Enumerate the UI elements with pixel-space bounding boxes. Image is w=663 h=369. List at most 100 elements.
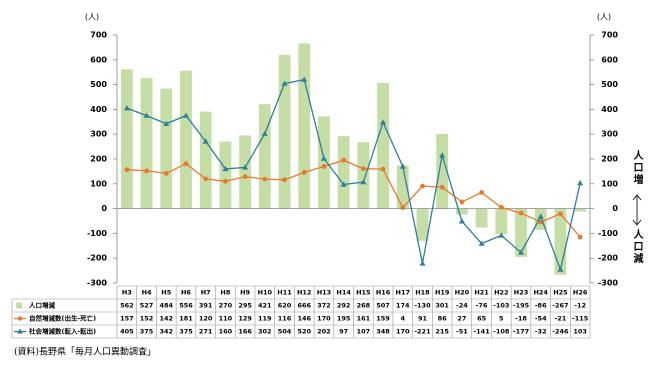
marker — [558, 211, 563, 217]
bar — [495, 208, 508, 235]
y2-tick-label: 100 — [601, 179, 618, 188]
y-tick-label: 700 — [90, 31, 107, 40]
y-tick-label: -300 — [87, 279, 107, 288]
marker — [144, 168, 149, 174]
bar — [396, 165, 409, 209]
table-value: 215 — [435, 328, 449, 336]
table-value: -108 — [493, 328, 510, 336]
marker — [123, 105, 130, 111]
x-tick-label: H19 — [435, 289, 450, 297]
table-value: 375 — [140, 328, 154, 336]
x-tick-label: H21 — [474, 289, 489, 297]
marker — [419, 260, 426, 266]
marker — [518, 210, 524, 216]
table-value: -86 — [535, 302, 547, 310]
marker — [459, 199, 465, 205]
bar — [416, 208, 429, 241]
bar — [574, 208, 587, 212]
table-value: 372 — [317, 302, 331, 310]
x-tick-label: H26 — [573, 289, 588, 297]
table-value: 86 — [438, 315, 448, 323]
marker — [261, 130, 268, 136]
table-value: -267 — [552, 302, 568, 310]
marker — [262, 176, 268, 182]
marker — [242, 164, 249, 170]
bar — [534, 208, 547, 230]
table-value: 342 — [159, 328, 173, 336]
x-tick-label: H18 — [415, 289, 430, 297]
table-value: 161 — [357, 315, 371, 323]
arrow — [632, 194, 642, 226]
table-value: 152 — [140, 315, 154, 323]
table-value: 4 — [401, 315, 406, 323]
y2-tick-label: 700 — [601, 31, 618, 40]
marker — [518, 249, 525, 255]
table-value: -195 — [513, 302, 530, 310]
bar — [258, 104, 271, 209]
x-tick-label: H15 — [356, 289, 371, 297]
marker — [537, 213, 544, 219]
y-tick-label: 600 — [90, 55, 107, 64]
table-value: 405 — [120, 328, 134, 336]
x-tick-label: H16 — [376, 289, 391, 297]
bar — [436, 133, 449, 209]
table-value: 666 — [297, 302, 311, 310]
table-value: 302 — [258, 328, 272, 336]
y-tick-label: 300 — [90, 130, 107, 139]
y2-tick-label: 0 — [612, 204, 618, 213]
legend-marker — [17, 328, 23, 334]
marker — [301, 76, 308, 82]
x-tick-label: H14 — [336, 289, 351, 297]
x-tick-label: H11 — [277, 289, 292, 297]
y-tick-label: 0 — [101, 204, 107, 213]
table-value: 160 — [219, 328, 233, 336]
marker — [400, 205, 406, 211]
table-value: 195 — [337, 315, 351, 323]
bar — [219, 141, 232, 209]
bar — [455, 208, 468, 215]
table-value: 120 — [199, 315, 213, 323]
table-value: 375 — [179, 328, 193, 336]
table-value: 292 — [337, 302, 351, 310]
marker — [420, 183, 425, 189]
bar — [475, 208, 488, 228]
bar — [554, 208, 567, 275]
marker — [360, 166, 366, 172]
table-value: -24 — [456, 302, 468, 310]
marker — [439, 152, 446, 158]
table-value: 65 — [477, 315, 487, 323]
y2-tick-label: 300 — [601, 130, 618, 139]
bar — [318, 116, 330, 209]
table-value: -103 — [493, 302, 509, 310]
marker — [182, 112, 189, 118]
y2-tick-label: 500 — [601, 80, 618, 89]
bar — [239, 135, 252, 209]
y2-tick-label: -200 — [598, 254, 618, 263]
marker — [143, 112, 150, 118]
table-value: 27 — [457, 315, 466, 323]
source: (資料)長野県「毎月人口異動調査」 — [14, 346, 156, 358]
marker — [183, 161, 189, 167]
legend-label: 人口増減 — [29, 301, 56, 310]
y-tick-label: -100 — [87, 229, 107, 238]
x-tick-label: H9 — [240, 289, 250, 297]
table-value: -177 — [513, 328, 529, 336]
line — [126, 159, 581, 238]
bar — [120, 69, 133, 209]
table-value: 166 — [238, 328, 252, 336]
table-value: -115 — [572, 315, 589, 323]
marker — [321, 164, 327, 169]
table-value: 348 — [376, 328, 390, 336]
table-value: 170 — [317, 315, 331, 323]
table-value: 484 — [159, 302, 173, 310]
table-value: 391 — [199, 302, 213, 310]
table-value: 119 — [258, 315, 272, 323]
y2-tick-label: 200 — [601, 155, 618, 164]
table-value: 159 — [376, 315, 390, 323]
bar — [180, 70, 192, 209]
y-tick-label: 400 — [90, 105, 107, 114]
table-value: 91 — [418, 315, 428, 323]
table-value: -18 — [515, 315, 527, 323]
marker — [202, 138, 209, 144]
